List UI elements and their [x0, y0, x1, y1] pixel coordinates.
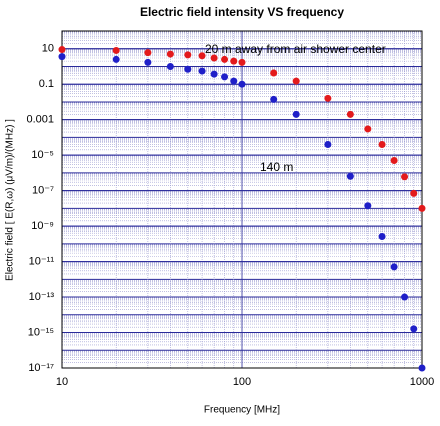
data-point	[364, 125, 372, 133]
x-axis-label: Frequency [MHz]	[204, 405, 280, 416]
data-point	[112, 55, 120, 63]
data-point	[238, 80, 246, 88]
data-point	[418, 204, 426, 212]
data-point	[378, 232, 386, 240]
data-point	[346, 110, 354, 118]
data-point	[184, 65, 192, 73]
data-point	[166, 50, 174, 58]
y-tick-label: 10⁻⁹	[31, 220, 54, 232]
y-tick-label: 0.001	[26, 114, 54, 126]
x-tick-label: 100	[233, 376, 251, 388]
data-point	[230, 77, 238, 85]
data-point	[144, 58, 152, 66]
y-tick-label: 10⁻¹¹	[29, 255, 55, 267]
data-point	[58, 53, 66, 61]
data-point	[324, 140, 332, 148]
data-point	[58, 46, 66, 54]
data-point	[221, 55, 229, 63]
data-point	[418, 364, 426, 372]
data-point	[198, 52, 206, 60]
data-point	[390, 263, 398, 271]
plot-frame	[61, 30, 423, 369]
data-point	[230, 57, 238, 65]
data-point	[166, 62, 174, 70]
data-point	[292, 77, 300, 85]
data-point	[410, 325, 418, 333]
data-point	[270, 69, 278, 77]
data-point	[324, 94, 332, 102]
y-tick-label: 10	[42, 43, 54, 55]
chart-title: Electric field intensity VS frequency	[140, 5, 344, 19]
data-point	[364, 202, 372, 210]
data-point	[184, 51, 192, 59]
data-point	[410, 189, 418, 197]
x-tick-label: 10	[56, 376, 68, 388]
data-point	[221, 73, 229, 81]
y-tick-label: 10⁻⁵	[31, 149, 54, 161]
data-point	[210, 54, 218, 62]
y-tick-label: 0.1	[39, 78, 54, 90]
data-point	[401, 293, 409, 301]
data-point	[401, 173, 409, 181]
data-point	[198, 67, 206, 75]
data-point	[390, 156, 398, 164]
data-point	[112, 46, 120, 54]
x-tick-label: 1000	[410, 376, 434, 388]
y-tick-label: 10⁻⁷	[32, 185, 54, 197]
y-tick-label: 10⁻¹³	[29, 291, 55, 303]
annotation: 20 m away from air shower center	[205, 42, 386, 56]
data-point	[378, 140, 386, 148]
data-point	[346, 172, 354, 180]
data-point	[270, 95, 278, 103]
data-point	[210, 70, 218, 78]
y-tick-label: 10⁻¹⁵	[28, 326, 54, 338]
y-tick-label: 10⁻¹⁷	[28, 362, 54, 374]
data-point	[144, 49, 152, 57]
data-point	[238, 58, 246, 66]
data-point	[292, 110, 300, 118]
y-axis-label: Electric field [ E(R,ω) (μV/m)/(MHz) ]	[5, 119, 16, 281]
annotation: 140 m	[260, 160, 293, 174]
